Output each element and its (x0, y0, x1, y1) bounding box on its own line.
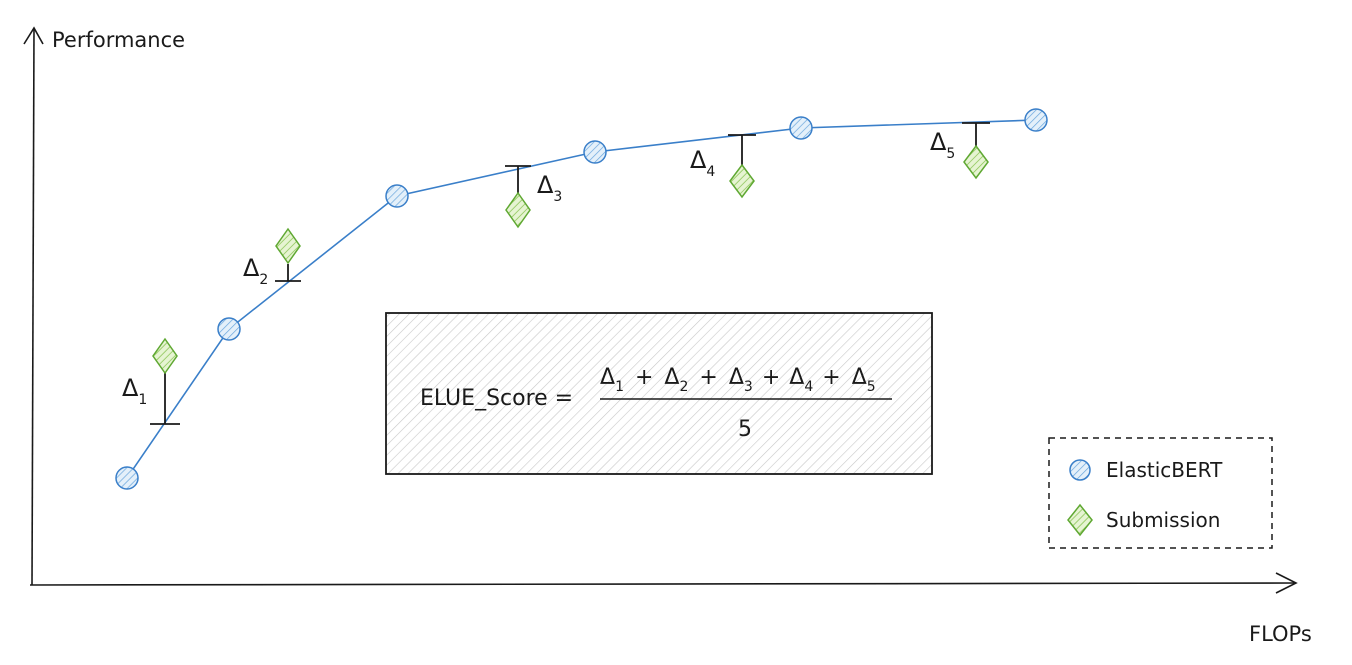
delta-label-5: Δ5 (930, 128, 955, 162)
legend-diamond-icon (1067, 503, 1093, 537)
delta-labels: Δ1 Δ2 Δ3 Δ4 Δ5 (122, 128, 955, 408)
delta-label-1: Δ1 (122, 374, 147, 408)
y-axis-arrowhead (23, 26, 44, 45)
delta-label-2: Δ2 (243, 254, 268, 288)
axes: Performance FLOPs (23, 26, 1312, 646)
elasticbert-point (217, 317, 241, 341)
legend-label-submission: Submission (1106, 508, 1220, 532)
legend: ElasticBERT Submission (1048, 437, 1273, 549)
legend-circle-icon (1069, 459, 1091, 481)
elasticbert-curve (126, 119, 1037, 479)
delta-label-4: Δ4 (690, 146, 715, 180)
formula-denominator: 5 (738, 417, 752, 442)
delta-bar-5 (962, 122, 990, 147)
elasticbert-point (115, 466, 139, 490)
y-axis (31, 27, 35, 586)
delta-bar-3 (505, 165, 531, 193)
submission-point (505, 191, 531, 229)
formula-box: ELUE_Score = Δ1 + Δ2 + Δ3 + Δ4 + Δ5 5 (385, 312, 933, 475)
formula-box-frame (385, 312, 933, 475)
elasticbert-point (789, 116, 813, 140)
x-axis (29, 582, 1297, 586)
elasticbert-point (1024, 108, 1048, 132)
submission-points (152, 144, 989, 375)
formula-numerator: Δ1 + Δ2 + Δ3 + Δ4 + Δ5 (600, 365, 876, 397)
x-axis-label: FLOPs (1249, 622, 1312, 646)
x-axis-arrowhead (1275, 572, 1298, 594)
delta-bars (150, 122, 990, 425)
submission-point (152, 337, 178, 375)
delta-label-3: Δ3 (537, 171, 562, 205)
elasticbert-point (583, 140, 607, 164)
delta-bar-1 (150, 372, 180, 425)
elasticbert-point (385, 184, 409, 208)
legend-frame (1048, 437, 1273, 549)
y-axis-label: Performance (52, 28, 185, 52)
elasticbert-points (115, 108, 1048, 490)
legend-item-elasticbert: ElasticBERT (1069, 458, 1223, 482)
legend-item-submission: Submission (1067, 503, 1220, 537)
delta-bar-4 (728, 134, 756, 166)
delta-bar-2 (275, 264, 301, 282)
legend-label-elasticbert: ElasticBERT (1106, 458, 1223, 482)
submission-point (729, 163, 755, 199)
formula-lhs: ELUE_Score = (420, 386, 573, 411)
submission-point (963, 144, 989, 180)
submission-point (275, 227, 301, 265)
